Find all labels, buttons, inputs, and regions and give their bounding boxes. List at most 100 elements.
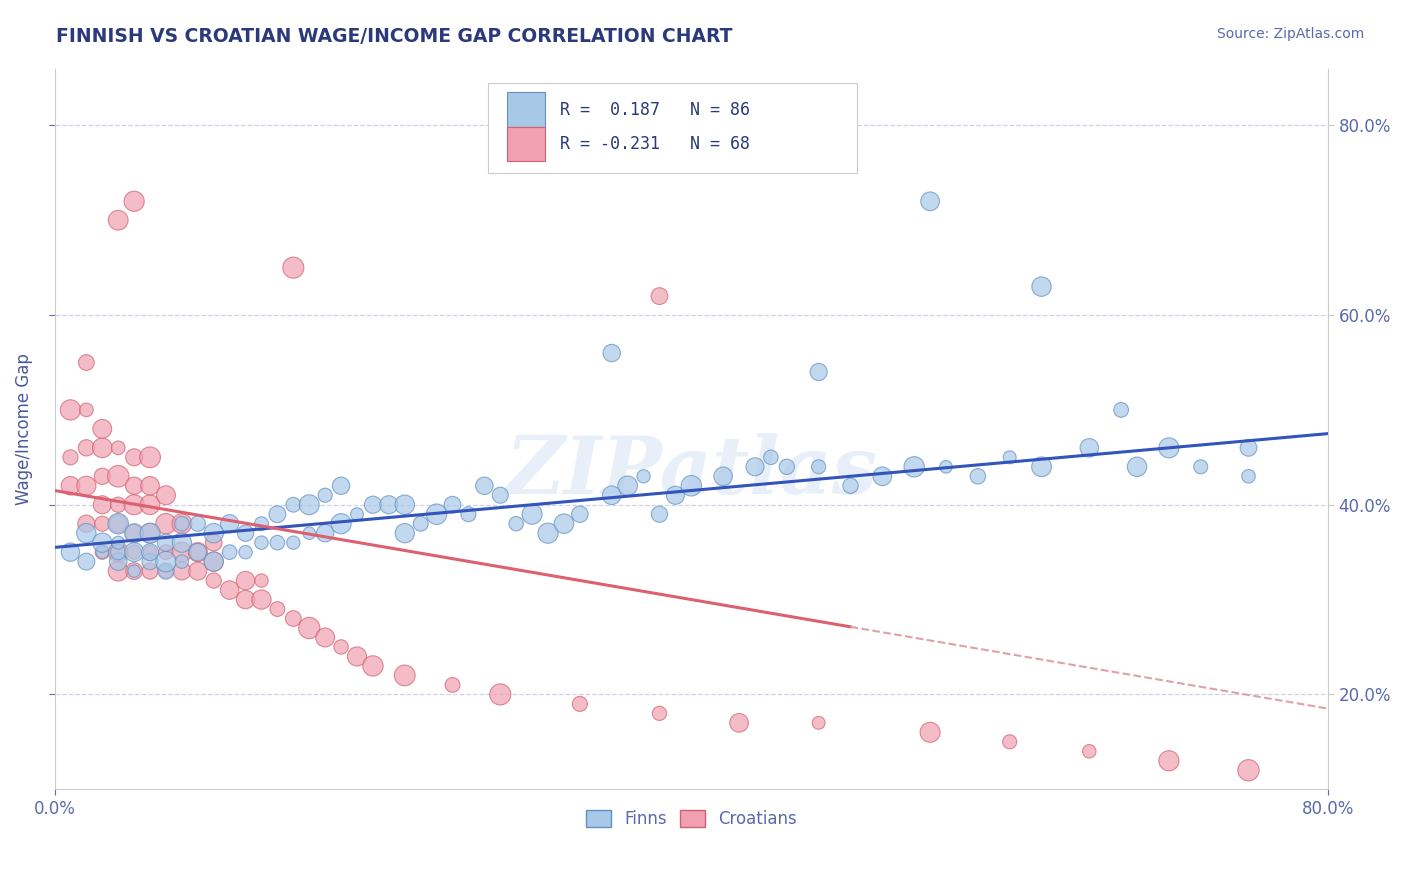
Legend: Finns, Croatians: Finns, Croatians bbox=[579, 804, 804, 835]
Point bbox=[139, 450, 162, 465]
Point bbox=[218, 545, 240, 559]
Point bbox=[187, 564, 209, 578]
Point bbox=[218, 516, 240, 531]
Point bbox=[202, 555, 225, 569]
Point bbox=[170, 516, 193, 531]
Point bbox=[235, 545, 257, 559]
Point bbox=[107, 516, 129, 531]
Point bbox=[266, 602, 288, 616]
Point bbox=[266, 535, 288, 549]
Point bbox=[107, 213, 129, 227]
Point bbox=[107, 535, 129, 549]
Point bbox=[59, 403, 82, 417]
Point bbox=[839, 479, 862, 493]
Point bbox=[155, 555, 177, 569]
Point bbox=[75, 355, 97, 369]
Point bbox=[187, 516, 209, 531]
Point bbox=[139, 479, 162, 493]
Point bbox=[346, 649, 368, 664]
Point bbox=[75, 403, 97, 417]
Point bbox=[457, 507, 479, 521]
Point bbox=[1237, 469, 1260, 483]
Point bbox=[122, 479, 145, 493]
Point bbox=[728, 715, 751, 730]
Point bbox=[235, 574, 257, 588]
Point bbox=[920, 194, 942, 209]
Point bbox=[426, 507, 449, 521]
Point bbox=[807, 459, 830, 474]
Point bbox=[744, 459, 766, 474]
Point bbox=[75, 526, 97, 541]
Point bbox=[187, 545, 209, 559]
Point bbox=[122, 526, 145, 541]
Point bbox=[122, 498, 145, 512]
Text: ZIPatlas: ZIPatlas bbox=[505, 434, 877, 511]
Point bbox=[218, 583, 240, 598]
Text: R = -0.231   N = 68: R = -0.231 N = 68 bbox=[560, 136, 751, 153]
Point bbox=[59, 545, 82, 559]
Point bbox=[361, 659, 384, 673]
Point bbox=[1031, 459, 1053, 474]
Point bbox=[75, 516, 97, 531]
Point bbox=[155, 488, 177, 502]
Point bbox=[489, 488, 512, 502]
Point bbox=[91, 535, 114, 549]
Text: FINNISH VS CROATIAN WAGE/INCOME GAP CORRELATION CHART: FINNISH VS CROATIAN WAGE/INCOME GAP CORR… bbox=[56, 27, 733, 45]
FancyBboxPatch shape bbox=[488, 83, 856, 173]
Point bbox=[1237, 441, 1260, 455]
Point bbox=[122, 526, 145, 541]
Point bbox=[170, 555, 193, 569]
Point bbox=[155, 535, 177, 549]
Point bbox=[170, 535, 193, 549]
Point bbox=[1237, 764, 1260, 778]
Point bbox=[1126, 459, 1149, 474]
Point bbox=[1078, 744, 1101, 758]
Point bbox=[250, 516, 273, 531]
Point bbox=[202, 535, 225, 549]
Point bbox=[139, 526, 162, 541]
Point bbox=[903, 459, 925, 474]
Point bbox=[91, 516, 114, 531]
Point bbox=[807, 365, 830, 379]
Point bbox=[91, 441, 114, 455]
Point bbox=[394, 668, 416, 682]
Point bbox=[648, 706, 671, 721]
Point bbox=[235, 592, 257, 607]
Point bbox=[122, 450, 145, 465]
Point bbox=[187, 545, 209, 559]
Point bbox=[537, 526, 560, 541]
Text: R =  0.187   N = 86: R = 0.187 N = 86 bbox=[560, 101, 751, 119]
Point bbox=[378, 498, 401, 512]
Point bbox=[807, 715, 830, 730]
Point bbox=[648, 507, 671, 521]
Point bbox=[681, 479, 703, 493]
Point bbox=[759, 450, 782, 465]
Point bbox=[107, 498, 129, 512]
Point bbox=[122, 564, 145, 578]
Point bbox=[75, 479, 97, 493]
Point bbox=[998, 450, 1021, 465]
Point bbox=[920, 725, 942, 739]
Point bbox=[155, 545, 177, 559]
Point bbox=[91, 545, 114, 559]
Point bbox=[250, 592, 273, 607]
Point bbox=[298, 498, 321, 512]
Point bbox=[489, 687, 512, 701]
Point bbox=[122, 545, 145, 559]
Point bbox=[170, 516, 193, 531]
Point bbox=[250, 535, 273, 549]
Point bbox=[283, 260, 305, 275]
Point bbox=[235, 526, 257, 541]
Point bbox=[107, 516, 129, 531]
Point bbox=[107, 564, 129, 578]
Point bbox=[107, 469, 129, 483]
Point bbox=[202, 555, 225, 569]
Point bbox=[283, 535, 305, 549]
Point bbox=[314, 631, 336, 645]
Point bbox=[250, 574, 273, 588]
Point bbox=[75, 441, 97, 455]
Point bbox=[935, 459, 957, 474]
Point bbox=[553, 516, 575, 531]
Point bbox=[91, 498, 114, 512]
Point bbox=[298, 526, 321, 541]
